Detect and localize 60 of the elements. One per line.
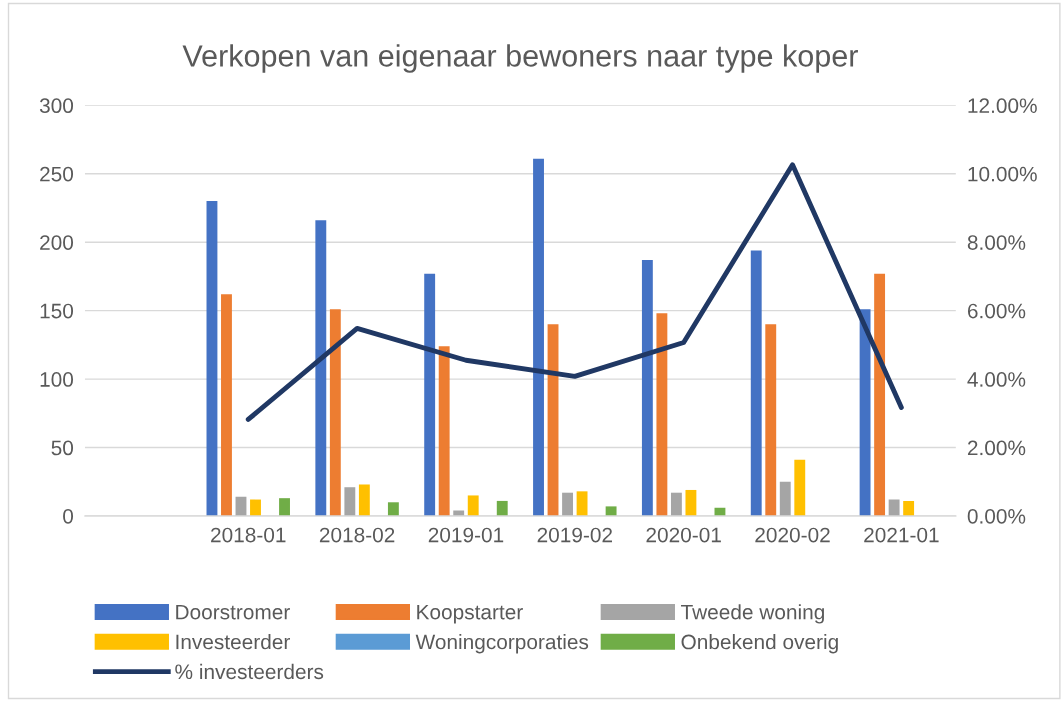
- bar: [685, 489, 697, 516]
- legend-label: Woningcorporaties: [415, 633, 589, 654]
- bar: [656, 313, 668, 516]
- bar: [221, 294, 232, 516]
- bar: [315, 220, 327, 516]
- y2-tick-label: 2.00%: [967, 440, 1026, 456]
- x-tick-label: 2019-01: [428, 527, 504, 543]
- bar: [794, 459, 806, 516]
- chart-title: Verkopen van eigenaar bewoners naar type koper: [182, 44, 858, 73]
- y2-tick-label: 10.00%: [968, 166, 1037, 182]
- x-tick-label: 2020-02: [755, 527, 830, 543]
- bar: [424, 273, 436, 516]
- bar: [438, 346, 450, 516]
- line-series: [245, 162, 904, 422]
- legend-label: Koopstarter: [417, 604, 523, 624]
- y2-tick-label: 8.00%: [967, 235, 1026, 250]
- y-tick-label: 100: [40, 372, 74, 387]
- bar: [779, 481, 791, 516]
- y-tick-label: 300: [39, 98, 74, 114]
- bar: [670, 492, 682, 516]
- y-tick-label: 200: [40, 235, 74, 250]
- y2-tick-label: 12.00%: [968, 98, 1037, 114]
- bar: [903, 500, 915, 516]
- bar: [765, 324, 777, 516]
- bar: [467, 495, 479, 516]
- bar: [358, 484, 370, 516]
- bar: [576, 491, 588, 516]
- bar: [533, 158, 544, 516]
- y-tick-label: 0: [63, 508, 74, 524]
- bar: [453, 510, 465, 516]
- bar: [641, 259, 653, 516]
- legend-label: Tweede woning: [681, 604, 824, 624]
- bar: [888, 499, 900, 516]
- y-tick-label: 50: [51, 440, 74, 456]
- bar: [562, 492, 573, 516]
- y2-tick-label: 6.00%: [967, 303, 1026, 319]
- y-tick-label: 250: [40, 166, 74, 182]
- bar: [750, 250, 762, 516]
- bar: [605, 506, 617, 516]
- x-tick-label: 2018-02: [319, 527, 395, 543]
- x-tick-label: 2021-01: [864, 527, 939, 543]
- legend-label: % investeerders: [175, 663, 324, 680]
- bar: [874, 273, 886, 516]
- y-tick-label: 150: [40, 303, 74, 319]
- legend-label: Doorstromer: [176, 604, 290, 620]
- x-tick-label: 2020-01: [646, 527, 721, 543]
- bar: [387, 502, 399, 516]
- x-tick-label: 2019-02: [537, 527, 612, 543]
- bar: [279, 498, 290, 516]
- legend-label: Onbekend overig: [681, 633, 838, 654]
- legend-label: Investeerder: [176, 633, 290, 650]
- y2-tick-label: 0.00%: [967, 508, 1026, 524]
- y2-tick-label: 4.00%: [967, 372, 1026, 387]
- bar: [496, 500, 508, 516]
- bar: [859, 309, 871, 516]
- bar: [344, 487, 356, 516]
- bar: [250, 499, 261, 516]
- x-tick-label: 2018-01: [211, 527, 286, 543]
- bar: [329, 309, 341, 516]
- bar: [206, 201, 218, 516]
